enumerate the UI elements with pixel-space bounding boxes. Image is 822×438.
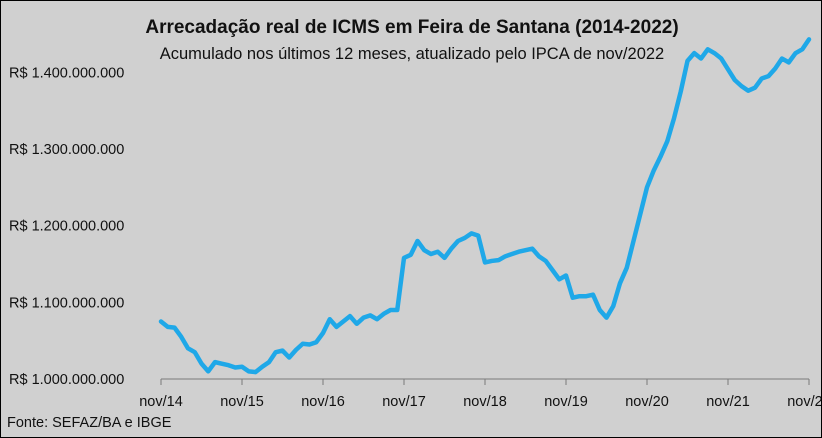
y-axis-labels: R$ 1.000.000.000 R$ 1.100.000.000 R$ 1.200… (9, 65, 124, 388)
series-group (158, 37, 812, 375)
chart-subtitle: Acumulado nos últimos 12 meses, atualiza… (159, 45, 665, 63)
x-tick-label: nov/19 (544, 394, 588, 410)
series-line (158, 37, 812, 375)
y-tick-label: R$ 1.100.000.000 (9, 295, 124, 311)
source-note: Fonte: SEFAZ/BA e IBGE (7, 415, 172, 431)
x-tick-label: nov/17 (382, 394, 426, 410)
x-tick-label: nov/20 (625, 394, 669, 410)
y-tick-label: R$ 1.000.000.000 (9, 372, 124, 388)
y-tick-label: R$ 1.200.000.000 (9, 219, 124, 235)
y-tick-label: R$ 1.400.000.000 (9, 65, 124, 81)
x-tick-label: nov/14 (139, 394, 183, 410)
x-tick-label: nov/21 (706, 394, 750, 410)
y-tick-label: R$ 1.300.000.000 (9, 142, 124, 158)
x-tick-label: nov/18 (463, 394, 507, 410)
chart-title: Arrecadação real de ICMS em Feira de San… (145, 17, 679, 38)
x-axis: nov/14 nov/15 nov/16 nov/17 nov/18 nov/19 nov/… (139, 378, 821, 410)
x-tick-label: nov/15 (220, 394, 264, 410)
x-tick-label: nov/22 (787, 394, 821, 410)
x-tick-label: nov/16 (301, 394, 345, 410)
